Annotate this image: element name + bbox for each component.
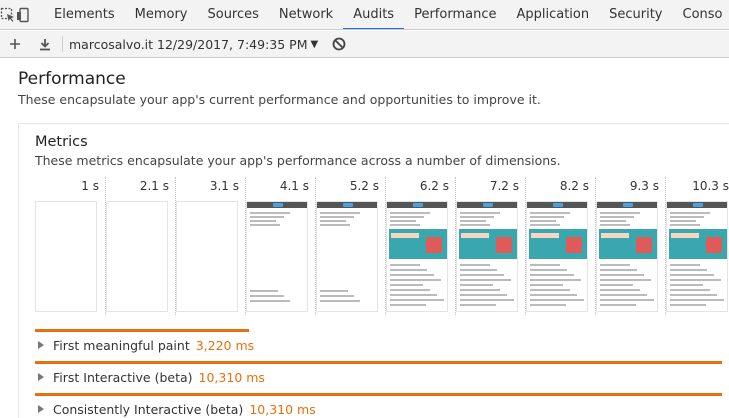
metric-value: 3,220 ms	[195, 338, 255, 353]
frame-screenshot	[666, 201, 728, 312]
frame-screenshot	[176, 201, 238, 312]
tab-performance[interactable]: Performance	[414, 7, 497, 22]
expand-triangle-icon[interactable]	[38, 341, 44, 349]
frame-time-label: 10.3 s	[692, 179, 729, 193]
metric-name: Consistently Interactive (beta)	[53, 402, 244, 417]
frame-time-label: 8.2 s	[559, 179, 589, 193]
frame-screenshot	[106, 201, 168, 312]
frame-screenshot	[316, 201, 378, 312]
metric-name: First Interactive (beta)	[53, 370, 193, 385]
filmstrip: 1 s 2.1 s 3.1 s 4.1 s 5.2 s 6.2 s 7.2 s 8.2 s 9.…	[35, 177, 729, 315]
tab-network[interactable]: Network	[278, 7, 334, 22]
filmstrip-frame: 5.2 s	[315, 177, 385, 315]
metric-name: First meaningful paint	[53, 338, 190, 353]
expand-triangle-icon[interactable]	[38, 373, 44, 381]
tab-conso[interactable]: Conso	[682, 7, 723, 22]
toolbar-separator	[62, 36, 63, 52]
frame-screenshot	[35, 201, 97, 312]
expand-triangle-icon[interactable]	[38, 405, 44, 413]
performance-description: These encapsulate your app's current per…	[18, 92, 541, 107]
tab-security[interactable]: Security	[609, 7, 663, 22]
metric-timeline-bar	[35, 329, 249, 332]
frame-time-label: 4.1 s	[279, 179, 309, 193]
section-left-border	[18, 123, 19, 418]
metric-timeline-bar	[35, 361, 722, 364]
filmstrip-frame: 1 s	[35, 177, 105, 315]
metric-label-wrap: Consistently Interactive (beta) 10,310 ms	[53, 402, 316, 417]
filmstrip-frame: 3.1 s	[175, 177, 245, 315]
metric-timeline-bar	[35, 393, 722, 396]
filmstrip-frame: 8.2 s	[525, 177, 595, 315]
audit-report: Performance These encapsulate your app's…	[0, 59, 729, 418]
frame-screenshot	[526, 201, 588, 312]
filmstrip-frame: 2.1 s	[105, 177, 175, 315]
tab-sources[interactable]: Sources	[207, 7, 259, 22]
frame-time-label: 2.1 s	[139, 179, 169, 193]
report-select[interactable]: marcosalvo.it 12/29/2017, 7:49:35 PM ▼	[69, 37, 318, 52]
metrics-title: Metrics	[35, 134, 88, 150]
inspect-element-icon[interactable]	[0, 0, 16, 29]
metric-label-wrap: First Interactive (beta) 10,310 ms	[53, 370, 265, 385]
performance-title: Performance	[18, 69, 126, 89]
frame-screenshot	[456, 201, 518, 312]
frame-screenshot	[246, 201, 308, 312]
audits-toolbar: marcosalvo.it 12/29/2017, 7:49:35 PM ▼	[0, 31, 729, 58]
frame-screenshot	[386, 201, 448, 312]
tab-application[interactable]: Application	[516, 7, 590, 22]
frame-time-label: 3.1 s	[209, 179, 239, 193]
metrics-description: These metrics encapsulate your app's per…	[35, 153, 561, 168]
tab-memory[interactable]: Memory	[134, 7, 188, 22]
frame-time-label: 7.2 s	[489, 179, 519, 193]
metric-value: 10,310 ms	[198, 370, 265, 385]
filmstrip-frame: 10.3 s	[665, 177, 729, 315]
metric-row[interactable]: First meaningful paint 3,220 ms	[35, 329, 722, 361]
filmstrip-frame: 6.2 s	[385, 177, 455, 315]
filmstrip-frame: 7.2 s	[455, 177, 525, 315]
filmstrip-frame: 4.1 s	[245, 177, 315, 315]
add-icon[interactable]	[0, 31, 30, 58]
metric-value: 10,310 ms	[249, 402, 316, 417]
frame-screenshot	[596, 201, 658, 312]
frame-time-label: 1 s	[81, 179, 99, 193]
report-select-label: marcosalvo.it 12/29/2017, 7:49:35 PM	[69, 36, 308, 52]
metric-row[interactable]: Consistently Interactive (beta) 10,310 ms	[35, 393, 722, 418]
section-divider	[18, 123, 729, 124]
frame-time-label: 5.2 s	[349, 179, 379, 193]
download-icon[interactable]	[30, 31, 60, 58]
frame-time-label: 9.3 s	[629, 179, 659, 193]
tab-audits[interactable]: Audits	[343, 0, 404, 29]
device-toolbar-icon[interactable]	[16, 0, 32, 29]
metric-label-wrap: First meaningful paint 3,220 ms	[53, 338, 254, 353]
clear-blocked-icon[interactable]	[332, 36, 348, 52]
chevron-down-icon: ▼	[310, 38, 319, 50]
filmstrip-frame: 9.3 s	[595, 177, 665, 315]
frame-time-label: 6.2 s	[419, 179, 449, 193]
metric-row[interactable]: First Interactive (beta) 10,310 ms	[35, 361, 722, 393]
tab-elements[interactable]: Elements	[54, 7, 115, 22]
devtools-tab-bar: Elements Memory Sources Network Audits Perfor…	[0, 0, 729, 30]
